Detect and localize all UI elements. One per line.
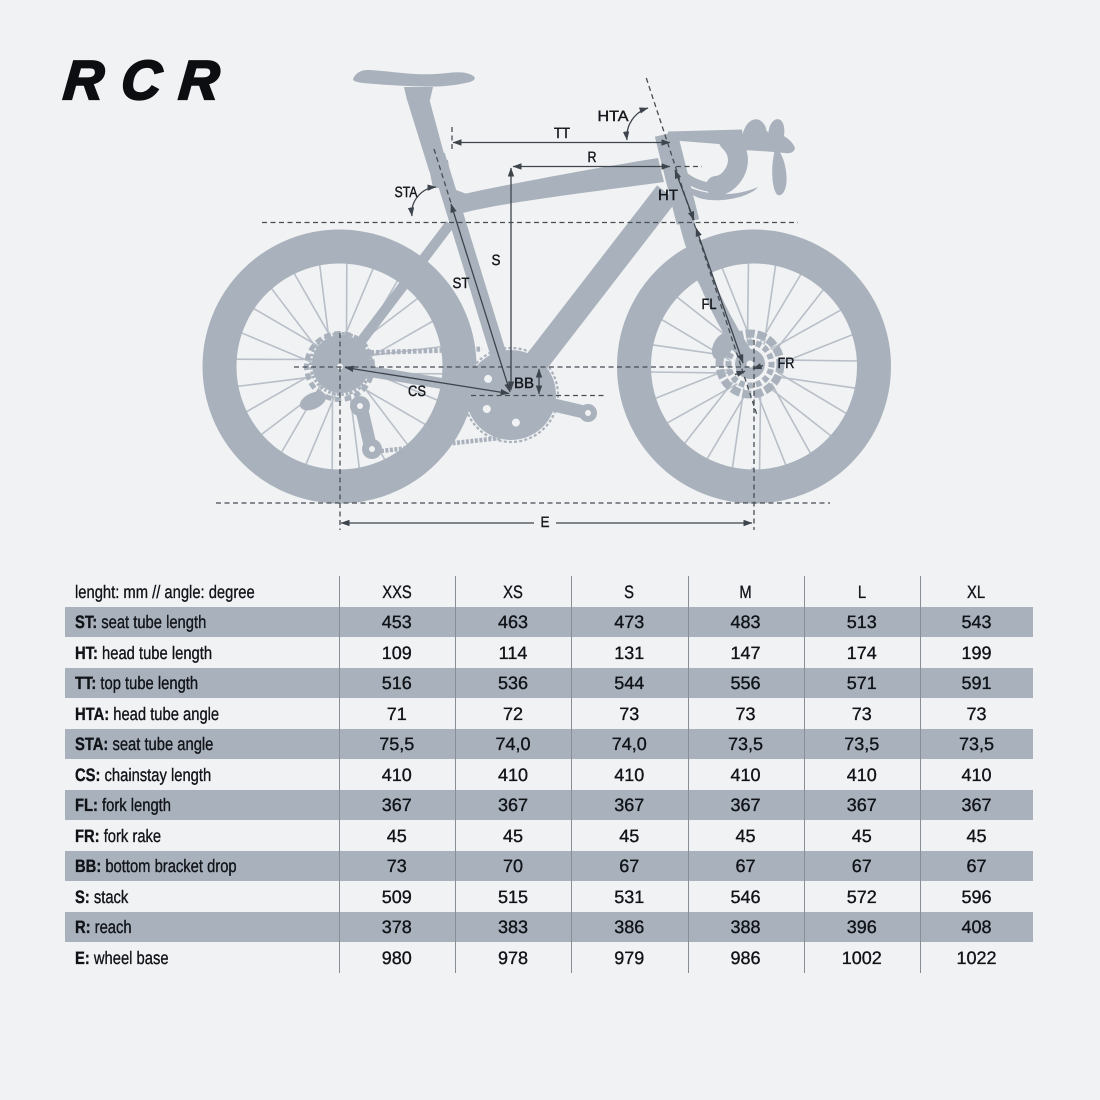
svg-text:E: E: [541, 514, 550, 531]
svg-text:HTA: HTA: [598, 108, 629, 125]
svg-text:CS: CS: [408, 383, 426, 400]
svg-text:HT: HT: [658, 187, 678, 204]
svg-text:FR: FR: [778, 355, 795, 372]
svg-text:S: S: [492, 252, 501, 269]
svg-text:BB: BB: [514, 375, 534, 392]
svg-text:FL: FL: [702, 296, 717, 313]
svg-text:STA: STA: [395, 184, 418, 201]
svg-text:ST: ST: [453, 275, 470, 292]
svg-text:TT: TT: [554, 125, 570, 142]
svg-text:R: R: [588, 149, 597, 166]
